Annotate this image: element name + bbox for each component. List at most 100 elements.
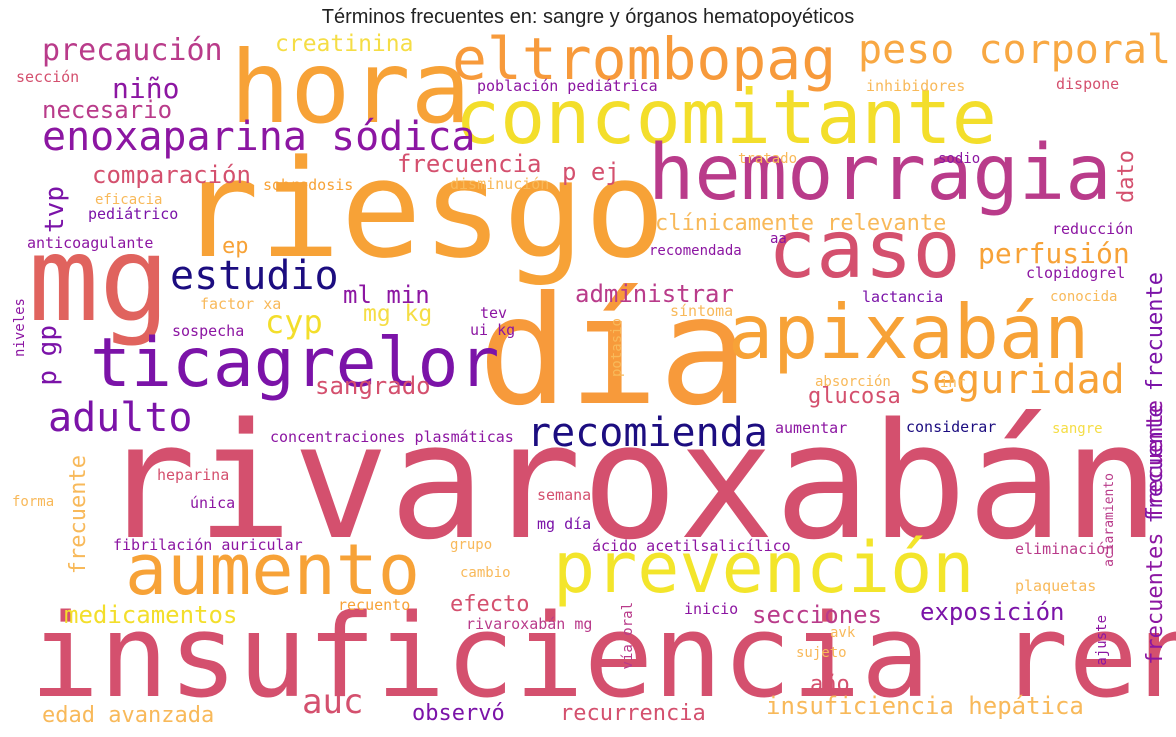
word-frecuencia: frecuencia xyxy=(397,150,542,178)
word-ajuste: ajuste xyxy=(1094,615,1110,666)
word-edad-avanzada: edad avanzada xyxy=(42,703,215,728)
word-sospecha: sospecha xyxy=(172,322,245,340)
word-frecuentes-frecuente: frecuentes frecuente xyxy=(1143,400,1168,665)
word-niveles: niveles xyxy=(12,298,28,358)
word-conocida: conocida xyxy=(1050,289,1118,305)
word-eltrombopag: eltrombopag xyxy=(452,25,837,93)
word-secciones: secciones xyxy=(752,601,883,629)
word-seccion: sección xyxy=(16,68,80,86)
word-recomendada: recomendada xyxy=(649,243,742,259)
word-hemorragia: hemorragia xyxy=(648,129,1112,218)
word-rivaroxaban: rivaroxabán xyxy=(100,388,1160,575)
word-sangrado: sangrado xyxy=(315,372,431,400)
word-tratado: tratado xyxy=(738,151,798,167)
word-nino: niño xyxy=(112,72,180,105)
word-adulto: adulto xyxy=(48,395,193,441)
word-grupo: grupo xyxy=(450,537,493,553)
word-factor-xa: factor xa xyxy=(200,295,282,313)
word-medicamentos: medicamentos xyxy=(64,601,238,629)
word-reduccion: reducción xyxy=(1052,220,1134,238)
word-disminucion: disminución xyxy=(450,175,550,193)
word-comparacion: comparación xyxy=(92,161,251,189)
word-cyp: cyp xyxy=(265,303,323,341)
word-plaquetas: plaquetas xyxy=(1015,577,1097,595)
word-inicio: inicio xyxy=(684,600,739,618)
word-inr: inr xyxy=(940,375,966,391)
word-clinicamente-relevante: clínicamente relevante xyxy=(655,211,947,236)
word-necesario: necesario xyxy=(42,96,173,124)
word-recuento: recuento xyxy=(338,596,411,614)
word-concentraciones-plasmaticas: concentraciones plasmáticas xyxy=(270,428,514,446)
word-cambio: cambio xyxy=(460,565,511,581)
word-eficacia: eficacia xyxy=(95,192,163,208)
word-precaucion: precaución xyxy=(42,33,223,68)
word-ep: ep xyxy=(222,234,249,259)
word-dia: día xyxy=(478,265,749,439)
word-efecto: efecto xyxy=(450,592,530,617)
word-insuficiencia-hepatica: insuficiencia hepática xyxy=(766,692,1084,720)
word-apixaban: apixabán xyxy=(728,288,1090,376)
word-caso: caso xyxy=(768,203,961,296)
word-semana: semana xyxy=(537,486,592,504)
word-glucosa: glucosa xyxy=(808,384,901,409)
word-seguridad: seguridad xyxy=(908,357,1125,403)
word-ui-kg: ui kg xyxy=(470,321,516,339)
word-p: p xyxy=(33,370,63,386)
word-lactancia: lactancia xyxy=(862,288,944,306)
word-administrar: administrar xyxy=(575,280,734,308)
word-heparina: heparina xyxy=(157,466,230,484)
word-sangre: sangre xyxy=(1052,421,1103,437)
word-observo: observó xyxy=(412,701,505,726)
word-unica: única xyxy=(190,494,236,512)
word-tev: tev xyxy=(480,304,508,322)
word-estudio: estudio xyxy=(170,253,339,299)
chart-title: Términos frecuentes en: sangre y órganos… xyxy=(321,6,855,28)
word-clopidogrel: clopidogrel xyxy=(1026,264,1126,282)
word-avk: avk xyxy=(830,625,856,641)
word-absorcion: absorción xyxy=(815,374,891,390)
word-mg: mg xyxy=(28,210,171,348)
word-sintoma: síntoma xyxy=(670,302,734,320)
word-considerar: considerar xyxy=(906,418,997,436)
word-via-oral: vía oral xyxy=(620,602,636,670)
word-dato: dato xyxy=(1114,150,1139,203)
word-acido-acetilsalicilico: ácido acetilsalicílico xyxy=(592,537,791,555)
word-rivaroxaban-mg: rivaroxabán mg xyxy=(466,615,593,633)
word-hora: hora xyxy=(230,29,471,146)
word-mg-dia: mg día xyxy=(537,515,592,533)
word-exposicion: exposición xyxy=(920,598,1065,626)
word-enoxaparina-sodica: enoxaparina sódica xyxy=(42,114,476,160)
word-aumento: aumento xyxy=(125,529,421,611)
word-recurrencia: recurrencia xyxy=(560,701,706,726)
word-insuficiencia-renal: insuficiencia renal xyxy=(30,590,1176,724)
word-creatinina: creatinina xyxy=(275,31,414,57)
word-sodio: sodio xyxy=(938,151,981,167)
word-auc: auc xyxy=(302,682,364,722)
word-prevencion: prevención xyxy=(553,527,975,609)
word-potasio: potasio xyxy=(609,318,625,378)
word-ticagrelor: ticagrelor xyxy=(90,324,500,403)
word-riesgo: riesgo xyxy=(178,131,666,288)
word-gp: gp xyxy=(33,325,63,357)
word-recomienda: recomienda xyxy=(527,410,768,456)
word-inhibidores: inhibidores xyxy=(866,77,966,95)
word-tvp: tvp xyxy=(40,186,70,233)
word-eliminacion: eliminación xyxy=(1015,540,1115,558)
word-p-ej: p ej xyxy=(562,158,620,186)
word-mg-kg: mg kg xyxy=(363,301,433,327)
word-aa: aa xyxy=(770,231,787,247)
word-perfusion: perfusión xyxy=(978,237,1130,270)
word-concomitante: concomitante xyxy=(455,73,997,161)
word-ano: año xyxy=(810,672,850,697)
word-sobredosis: sobredosis xyxy=(263,176,354,194)
word-frecuente: frecuente xyxy=(66,455,91,575)
word-fibrilacion-auricular: fibrilación auricular xyxy=(113,536,303,554)
word-poblacion-pediatrica: población pediátrica xyxy=(477,77,658,95)
word-forma: forma xyxy=(12,494,55,510)
word-peso-corporal: peso corporal xyxy=(858,27,1172,73)
word-aumentar: aumentar xyxy=(775,419,848,437)
word-anticoagulante: anticoagulante xyxy=(27,234,154,252)
word-ml-min: ml min xyxy=(343,281,430,309)
word-dispone: dispone xyxy=(1056,75,1120,93)
